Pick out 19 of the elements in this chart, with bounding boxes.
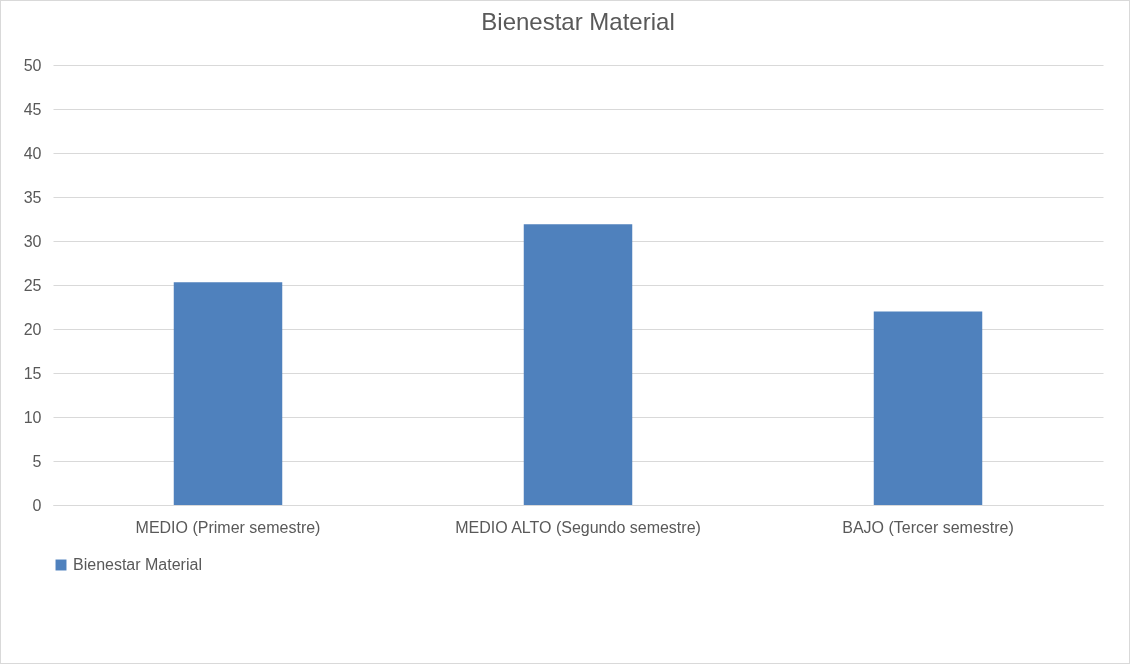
- y-tick-label: 5: [32, 452, 42, 470]
- bar: [523, 224, 633, 505]
- y-tick-label: 20: [23, 320, 42, 338]
- x-tick-label: MEDIO (Primer semestre): [135, 518, 321, 536]
- legend-label: Bienestar Material: [73, 556, 202, 573]
- chart-title: Bienestar Material: [481, 8, 675, 35]
- y-tick-label: 45: [23, 100, 42, 118]
- y-tick-label: 50: [23, 56, 42, 74]
- y-tick-label: 0: [32, 496, 42, 514]
- y-tick-label: 30: [23, 232, 42, 250]
- y-tick-label: 10: [23, 408, 42, 426]
- y-tick-label: 25: [23, 276, 42, 294]
- y-tick-label: 40: [23, 144, 42, 162]
- bar: [173, 282, 283, 505]
- y-tick-label: 35: [23, 188, 42, 206]
- bar: [873, 311, 983, 505]
- x-tick-label: MEDIO ALTO (Segundo semestre): [455, 518, 701, 536]
- x-tick-label: BAJO (Tercer semestre): [842, 518, 1014, 536]
- y-tick-label: 15: [23, 364, 42, 382]
